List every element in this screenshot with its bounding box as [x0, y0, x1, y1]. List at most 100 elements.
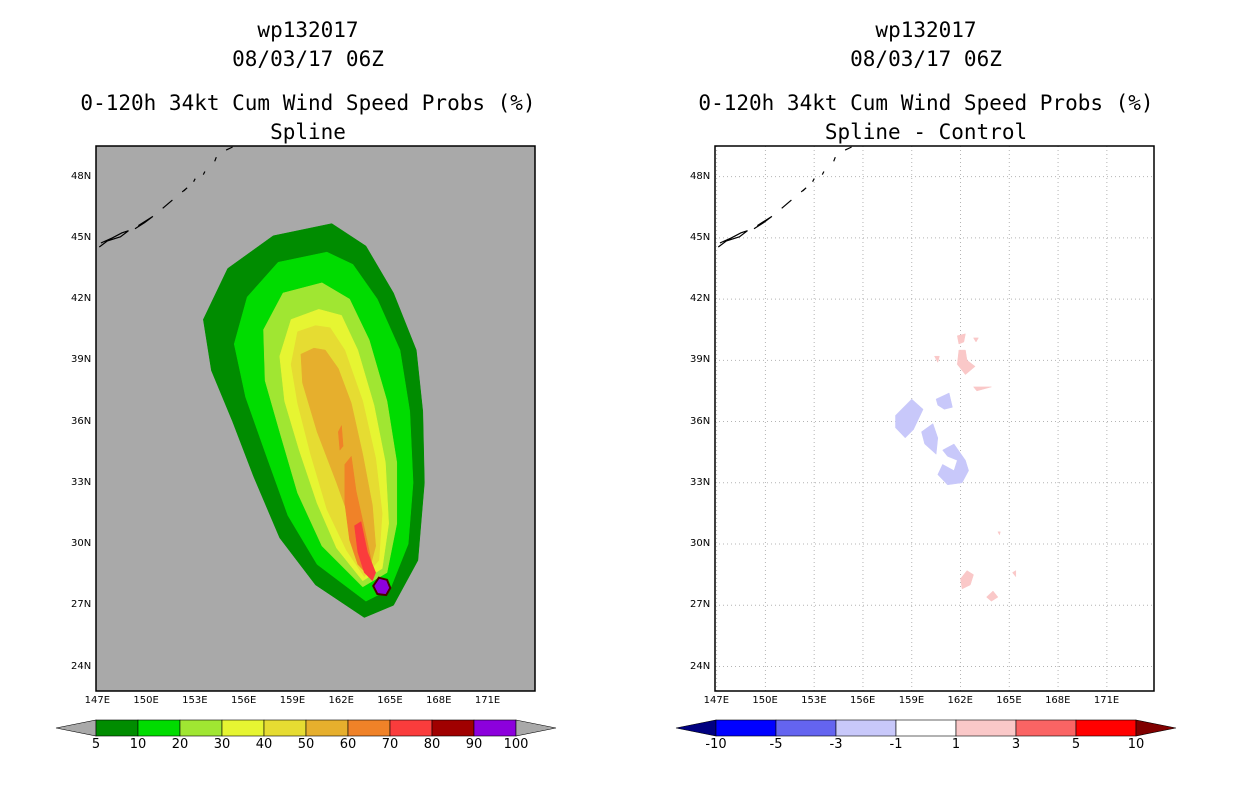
right-coastline — [717, 146, 852, 248]
coastline-segment — [717, 230, 748, 248]
colorbar-label: -1 — [889, 737, 903, 752]
y-tick-label: 24N — [71, 660, 92, 672]
colorbar-label: -5 — [769, 737, 783, 752]
y-tick-label: 45N — [690, 231, 711, 243]
left-colorbar-swatch — [431, 719, 475, 737]
x-tick-label: 165E — [996, 695, 1022, 706]
coastline-segment — [821, 171, 825, 175]
left-colorbar-swatch — [305, 719, 349, 737]
right-contour-1-4 — [957, 333, 966, 345]
y-tick-label: 42N — [71, 293, 92, 305]
colorbar-label: 70 — [381, 737, 399, 752]
right-contour-1-10 — [986, 590, 999, 602]
y-tick-label: 36N — [71, 415, 92, 427]
x-tick-label: 150E — [752, 695, 778, 706]
right-contour--1-0 — [895, 398, 924, 439]
right-colorbar-swatch — [895, 719, 957, 737]
y-tick-label: 27N — [71, 599, 92, 611]
right-colorbar-extend-high — [1135, 719, 1177, 737]
y-tick-label: 45N — [71, 231, 92, 243]
left-contour-70-8 — [338, 425, 344, 451]
x-tick-label: 162E — [947, 695, 973, 706]
left-colorbar-swatch — [137, 719, 181, 737]
colorbar-label: 90 — [465, 737, 483, 752]
colorbar-label: 1 — [951, 737, 961, 752]
colorbar-label: 80 — [423, 737, 441, 752]
left-title-product: 0-120h 34kt Cum Wind Speed Probs (%) — [80, 91, 536, 115]
coastline-segment — [833, 156, 836, 162]
right-contour-1-9 — [960, 570, 974, 590]
left-colorbar-swatch — [179, 719, 223, 737]
x-tick-label: 147E — [703, 695, 730, 706]
x-tick-label: 159E — [279, 695, 306, 706]
left-colorbar-swatch — [389, 719, 433, 737]
coastline-segment — [225, 146, 233, 151]
coastline-segment — [193, 178, 196, 182]
coastline-segment — [202, 171, 206, 175]
coastline-segment — [844, 146, 852, 151]
right-colorbar-swatch — [835, 719, 897, 737]
x-tick-label: 159E — [898, 695, 925, 706]
left-colorbar — [55, 719, 557, 737]
y-tick-label: 36N — [690, 415, 711, 427]
right-map-background — [715, 146, 1154, 691]
left-map-frame — [95, 145, 536, 692]
x-tick-label: 168E — [1045, 695, 1071, 706]
left-colorbar-swatch — [95, 719, 139, 737]
right-title-method: Spline - Control — [824, 120, 1028, 144]
left-coastline — [98, 146, 233, 248]
x-tick-label: 168E — [426, 695, 452, 706]
right-contour--1-2 — [921, 423, 939, 455]
left-colorbar-swatch — [221, 719, 265, 737]
y-tick-label: 39N — [71, 354, 92, 366]
right-colorbar-swatch — [775, 719, 837, 737]
colorbar-label: 5 — [1071, 737, 1081, 752]
right-contour-1-12 — [997, 531, 1001, 536]
right-colorbar — [675, 719, 1177, 737]
left-contour-70-7 — [354, 521, 376, 582]
x-tick-label: 156E — [230, 695, 257, 706]
y-tick-label: 48N — [71, 170, 92, 182]
y-tick-label: 30N — [71, 538, 92, 550]
left-title-datetime: 08/03/17 06Z — [232, 47, 384, 71]
right-colorbar-swatch — [1075, 719, 1137, 737]
y-tick-label: 33N — [71, 476, 92, 488]
colorbar-label: 10 — [1127, 737, 1145, 752]
colorbar-label: -3 — [829, 737, 843, 752]
y-tick-label: 33N — [690, 476, 711, 488]
colorbar-label: 10 — [129, 737, 147, 752]
y-tick-label: 24N — [690, 660, 711, 672]
right-title-product: 0-120h 34kt Cum Wind Speed Probs (%) — [698, 91, 1154, 115]
y-tick-label: 27N — [690, 599, 711, 611]
x-tick-label: 153E — [182, 695, 208, 706]
right-colorbar-swatch — [955, 719, 1017, 737]
left-title-method: Spline — [270, 120, 346, 144]
right-map-frame — [714, 145, 1155, 692]
x-tick-label: 147E — [84, 695, 111, 706]
coastline-segment — [98, 230, 129, 248]
left-colorbar-swatch — [263, 719, 307, 737]
colorbar-label: -10 — [705, 737, 727, 752]
right-title-storm-id: wp132017 — [875, 18, 977, 42]
colorbar-label: 60 — [339, 737, 357, 752]
coastline-segment — [812, 178, 815, 182]
y-tick-label: 39N — [690, 354, 711, 366]
right-colorbar-swatch — [715, 719, 777, 737]
coastline-segment — [800, 187, 807, 193]
colorbar-label: 100 — [503, 737, 529, 752]
colorbar-label: 50 — [297, 737, 315, 752]
right-colorbar-extend-low — [675, 719, 717, 737]
x-tick-label: 150E — [133, 695, 159, 706]
left-colorbar-swatch — [347, 719, 391, 737]
colorbar-label: 3 — [1011, 737, 1021, 752]
x-tick-label: 171E — [474, 695, 501, 706]
left-colorbar-swatch — [473, 719, 517, 737]
right-difference-map — [714, 145, 1155, 692]
colorbar-label: 20 — [171, 737, 189, 752]
x-tick-label: 171E — [1093, 695, 1120, 706]
right-colorbar-swatch — [1015, 719, 1077, 737]
y-tick-label: 42N — [690, 293, 711, 305]
coastline-segment — [134, 215, 154, 230]
coastline-segment — [162, 199, 173, 209]
right-contour-1-5 — [957, 349, 976, 375]
